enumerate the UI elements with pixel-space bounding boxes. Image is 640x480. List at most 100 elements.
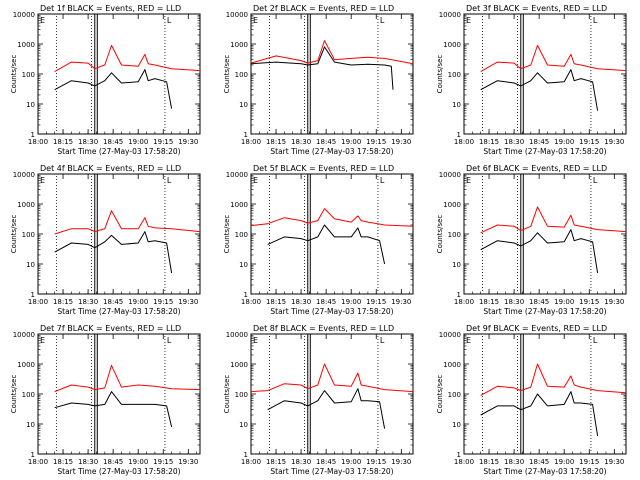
series-line-events [54,391,173,428]
x-tick-label: 19:15 [579,298,599,306]
detector-panel-7: Det 7f BLACK = Events, RED = LLD 1 10 100 10… [10,324,201,476]
x-tick-label: 19:30 [178,298,198,306]
y-tick-label: 10000 [13,331,35,339]
y-tick-label: 10 [239,261,248,269]
plot-frame [37,173,201,295]
panel-title: Det 3f BLACK = Events, RED = LLD [466,4,607,13]
x-tick-label: 19:00 [341,458,361,466]
y-axis-label: Counts/sec [223,215,231,254]
y-tick-label: 1000 [443,361,461,369]
y-tick-label: 1 [244,131,248,139]
y-tick-label: 1000 [17,201,35,209]
detector-panel-8: Det 8f BLACK = Events, RED = LLD 1 10 100 10… [223,324,414,476]
x-tick-label: 18:15 [479,138,499,146]
panel-title: Det 8f BLACK = Events, RED = LLD [253,324,394,333]
y-tick-label: 1 [457,451,461,459]
y-tick-label: 1000 [443,41,461,49]
series-line-events [267,388,386,429]
x-axis-label: Start Time (27-May-03 17:58:20) [57,147,180,156]
x-tick-label: 18:15 [479,458,499,466]
y-tick-label: 1000 [230,361,248,369]
y-tick-label: 100 [235,391,248,399]
y-tick-label: 100 [448,71,461,79]
x-tick-label: 18:00 [454,298,474,306]
x-tick-label: 19:00 [128,138,148,146]
detector-panel-4: Det 4f BLACK = Events, RED = LLD 1 10 100 10… [10,164,201,316]
x-tick-label: 19:00 [341,298,361,306]
x-tick-label: 19:30 [391,458,411,466]
detector-panel-2: Det 2f BLACK = Events, RED = LLD 1 10 100 10… [223,4,414,156]
corner-mark-left: E [466,336,471,345]
x-tick-label: 19:30 [178,138,198,146]
plot-frame [463,173,627,295]
y-tick-label: 1 [31,131,35,139]
y-tick-label: 1 [457,291,461,299]
y-axis-label: Counts/sec [10,215,18,254]
x-tick-label: 18:30 [291,138,311,146]
y-tick-label: 10000 [13,171,35,179]
detector-panel-5: Det 5f BLACK = Events, RED = LLD 1 10 100 10… [223,164,414,316]
y-tick-label: 100 [448,231,461,239]
x-tick-label: 18:00 [241,458,261,466]
corner-mark-left: E [466,16,471,25]
series-line-lld [250,363,414,393]
x-tick-label: 18:00 [241,298,261,306]
y-tick-label: 1 [457,131,461,139]
series-line-events [54,231,173,274]
x-axis-label: Start Time (27-May-03 17:58:20) [57,467,180,476]
x-axis-label: Start Time (27-May-03 17:58:20) [483,307,606,316]
detector-panel-1: Det 1f BLACK = Events, RED = LLD 1 10 100 10… [10,4,201,156]
plot-frame [250,13,414,135]
y-tick-label: 100 [22,391,35,399]
x-axis-label: Start Time (27-May-03 17:58:20) [270,467,393,476]
y-tick-label: 10000 [226,171,248,179]
corner-mark-left: E [253,336,258,345]
panel-title: Det 5f BLACK = Events, RED = LLD [253,164,394,173]
detector-panel-9: Det 9f BLACK = Events, RED = LLD 1 10 100 10… [436,324,627,476]
x-tick-label: 18:45 [316,458,336,466]
y-tick-label: 10000 [13,11,35,19]
y-tick-label: 100 [22,71,35,79]
y-tick-label: 10 [452,101,461,109]
plot-frame [463,333,627,455]
y-tick-label: 1 [31,451,35,459]
plot-frame [37,333,201,455]
x-tick-label: 18:15 [53,298,73,306]
series-line-lld [54,44,201,73]
y-tick-label: 1 [31,291,35,299]
corner-mark-right: L [593,16,598,25]
corner-mark-left: E [253,16,258,25]
panel-title: Det 1f BLACK = Events, RED = LLD [40,4,181,13]
y-tick-label: 1000 [17,361,35,369]
x-tick-label: 18:30 [504,458,524,466]
plot-frame [463,13,627,135]
x-tick-label: 19:00 [554,138,574,146]
x-tick-label: 18:45 [529,458,549,466]
y-tick-label: 10 [239,421,248,429]
y-tick-label: 1000 [17,41,35,49]
x-tick-label: 19:30 [604,298,624,306]
x-tick-label: 19:00 [554,298,574,306]
corner-mark-left: E [40,336,45,345]
plot-frame [37,13,201,135]
y-tick-label: 100 [448,391,461,399]
y-tick-label: 1 [244,451,248,459]
plot-frame [250,333,414,455]
x-tick-label: 18:45 [316,138,336,146]
x-tick-label: 19:00 [128,458,148,466]
corner-mark-right: L [380,176,385,185]
y-tick-label: 1000 [230,201,248,209]
y-tick-label: 10 [26,101,35,109]
panel-title: Det 9f BLACK = Events, RED = LLD [466,324,607,333]
x-tick-label: 18:45 [529,298,549,306]
x-tick-label: 18:15 [266,298,286,306]
series-line-lld [54,210,201,235]
x-tick-label: 19:15 [153,458,173,466]
x-tick-label: 18:15 [53,138,73,146]
x-tick-label: 18:30 [504,138,524,146]
series-line-events [250,46,394,90]
x-tick-label: 18:15 [479,298,499,306]
y-tick-label: 10 [452,421,461,429]
corner-mark-right: L [380,336,385,345]
